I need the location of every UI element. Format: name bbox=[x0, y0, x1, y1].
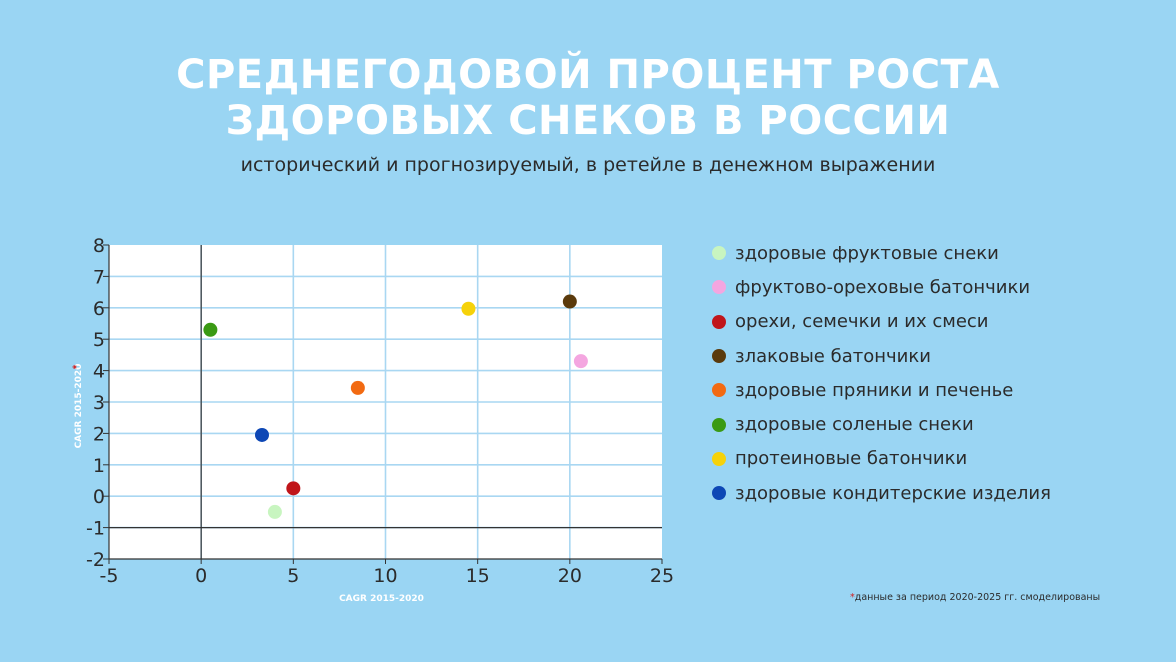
legend-swatch bbox=[712, 349, 726, 364]
x-tick-label: 5 bbox=[287, 565, 299, 587]
x-axis-title: CAGR 2015-2020 bbox=[339, 594, 424, 604]
data-point bbox=[203, 322, 218, 337]
data-point bbox=[573, 354, 588, 369]
legend-item: здоровые соленые снеки bbox=[712, 407, 1051, 441]
y-tick-label: 0 bbox=[93, 486, 105, 508]
legend-swatch bbox=[712, 280, 726, 295]
x-tick-label: 0 bbox=[195, 565, 207, 587]
y-axis-title-marker: * bbox=[71, 364, 83, 369]
chart-title-line-1: СРЕДНЕГОДОВОЙ ПРОЦЕНТ РОСТА bbox=[176, 52, 1000, 98]
y-tick-label: 3 bbox=[93, 392, 105, 414]
legend-label: здоровые пряники и печенье bbox=[735, 379, 1014, 401]
legend-item: орехи, семечки и их смеси bbox=[712, 305, 1051, 339]
legend-item: здоровые пряники и печенье bbox=[712, 373, 1051, 407]
chart-subtitle: исторический и прогнозируемый, в ретейле… bbox=[240, 154, 936, 176]
y-tick-label: 6 bbox=[93, 298, 105, 320]
y-tick-label: -1 bbox=[86, 518, 105, 540]
legend-swatch bbox=[712, 314, 726, 329]
x-tick-label: 10 bbox=[373, 565, 397, 587]
data-point bbox=[562, 294, 577, 309]
legend-item: протеиновые батончики bbox=[712, 442, 1051, 476]
y-tick-label: 4 bbox=[93, 361, 105, 383]
data-point bbox=[267, 504, 282, 519]
y-tick-label: 1 bbox=[93, 455, 105, 477]
legend-label: здоровые кондитерские изделия bbox=[735, 482, 1051, 504]
legend-swatch bbox=[712, 417, 726, 432]
footnote: *данные за период 2020-2025 гг. смоделир… bbox=[850, 592, 1100, 603]
y-tick-label: 8 bbox=[93, 235, 105, 257]
legend-label: орехи, семечки и их смеси bbox=[735, 311, 989, 333]
x-tick-label: 20 bbox=[558, 565, 582, 587]
legend-item: здоровые кондитерские изделия bbox=[712, 476, 1051, 510]
legend-label: протеиновые батончики bbox=[735, 448, 968, 470]
y-axis-title: CAGR 2015-2020 bbox=[74, 364, 84, 449]
data-point bbox=[254, 427, 269, 442]
chart-title-line-2: ЗДОРОВЫХ СНЕКОВ В РОССИИ bbox=[225, 98, 951, 144]
chart-legend: здоровые фруктовые снеки фруктово-ореховы… bbox=[712, 236, 1051, 510]
y-tick-label: 2 bbox=[93, 423, 105, 445]
y-tick-label: 5 bbox=[93, 329, 105, 351]
x-tick-label: 25 bbox=[650, 565, 674, 587]
legend-swatch bbox=[712, 451, 726, 466]
data-point bbox=[350, 380, 365, 395]
footnote-star: * bbox=[850, 592, 855, 603]
footnote-text: данные за период 2020-2025 гг. смоделиро… bbox=[854, 592, 1101, 603]
legend-item: злаковые батончики bbox=[712, 339, 1051, 373]
legend-item: здоровые фруктовые снеки bbox=[712, 236, 1051, 270]
legend-swatch bbox=[712, 383, 726, 398]
legend-item: фруктово-ореховые батончики bbox=[712, 270, 1051, 304]
data-point bbox=[461, 301, 476, 316]
y-tick-label: 7 bbox=[93, 266, 105, 288]
chart-title: СРЕДНЕГОДОВОЙ ПРОЦЕНТ РОСТА ЗДОРОВЫХ СНЕ… bbox=[0, 52, 1176, 144]
legend-label: здоровые фруктовые снеки bbox=[735, 242, 999, 264]
x-tick-label: 15 bbox=[466, 565, 490, 587]
y-tick-label: -2 bbox=[86, 549, 105, 571]
x-tick-label: -5 bbox=[100, 565, 119, 587]
data-point bbox=[286, 481, 301, 496]
legend-label: здоровые соленые снеки bbox=[735, 414, 974, 436]
legend-swatch bbox=[712, 246, 726, 261]
legend-label: фруктово-ореховые батончики bbox=[735, 276, 1031, 298]
legend-label: злаковые батончики bbox=[735, 345, 931, 367]
legend-swatch bbox=[712, 486, 726, 501]
